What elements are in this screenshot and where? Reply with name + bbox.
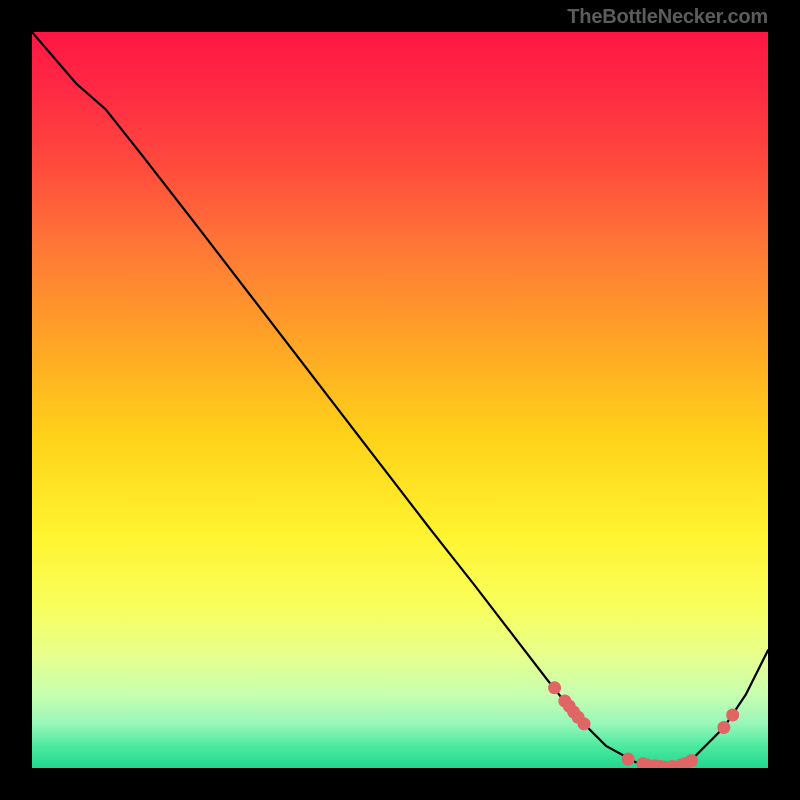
data-marker	[717, 721, 730, 734]
data-marker	[726, 709, 739, 722]
plot-area	[32, 32, 768, 768]
gradient-background	[32, 32, 768, 768]
chart-frame: TheBottleNecker.com	[0, 0, 800, 800]
watermark-text: TheBottleNecker.com	[567, 6, 768, 29]
data-marker	[685, 754, 698, 767]
gradient-chart	[32, 32, 768, 768]
data-marker	[622, 753, 635, 766]
data-marker	[578, 717, 591, 730]
data-marker	[548, 681, 561, 694]
